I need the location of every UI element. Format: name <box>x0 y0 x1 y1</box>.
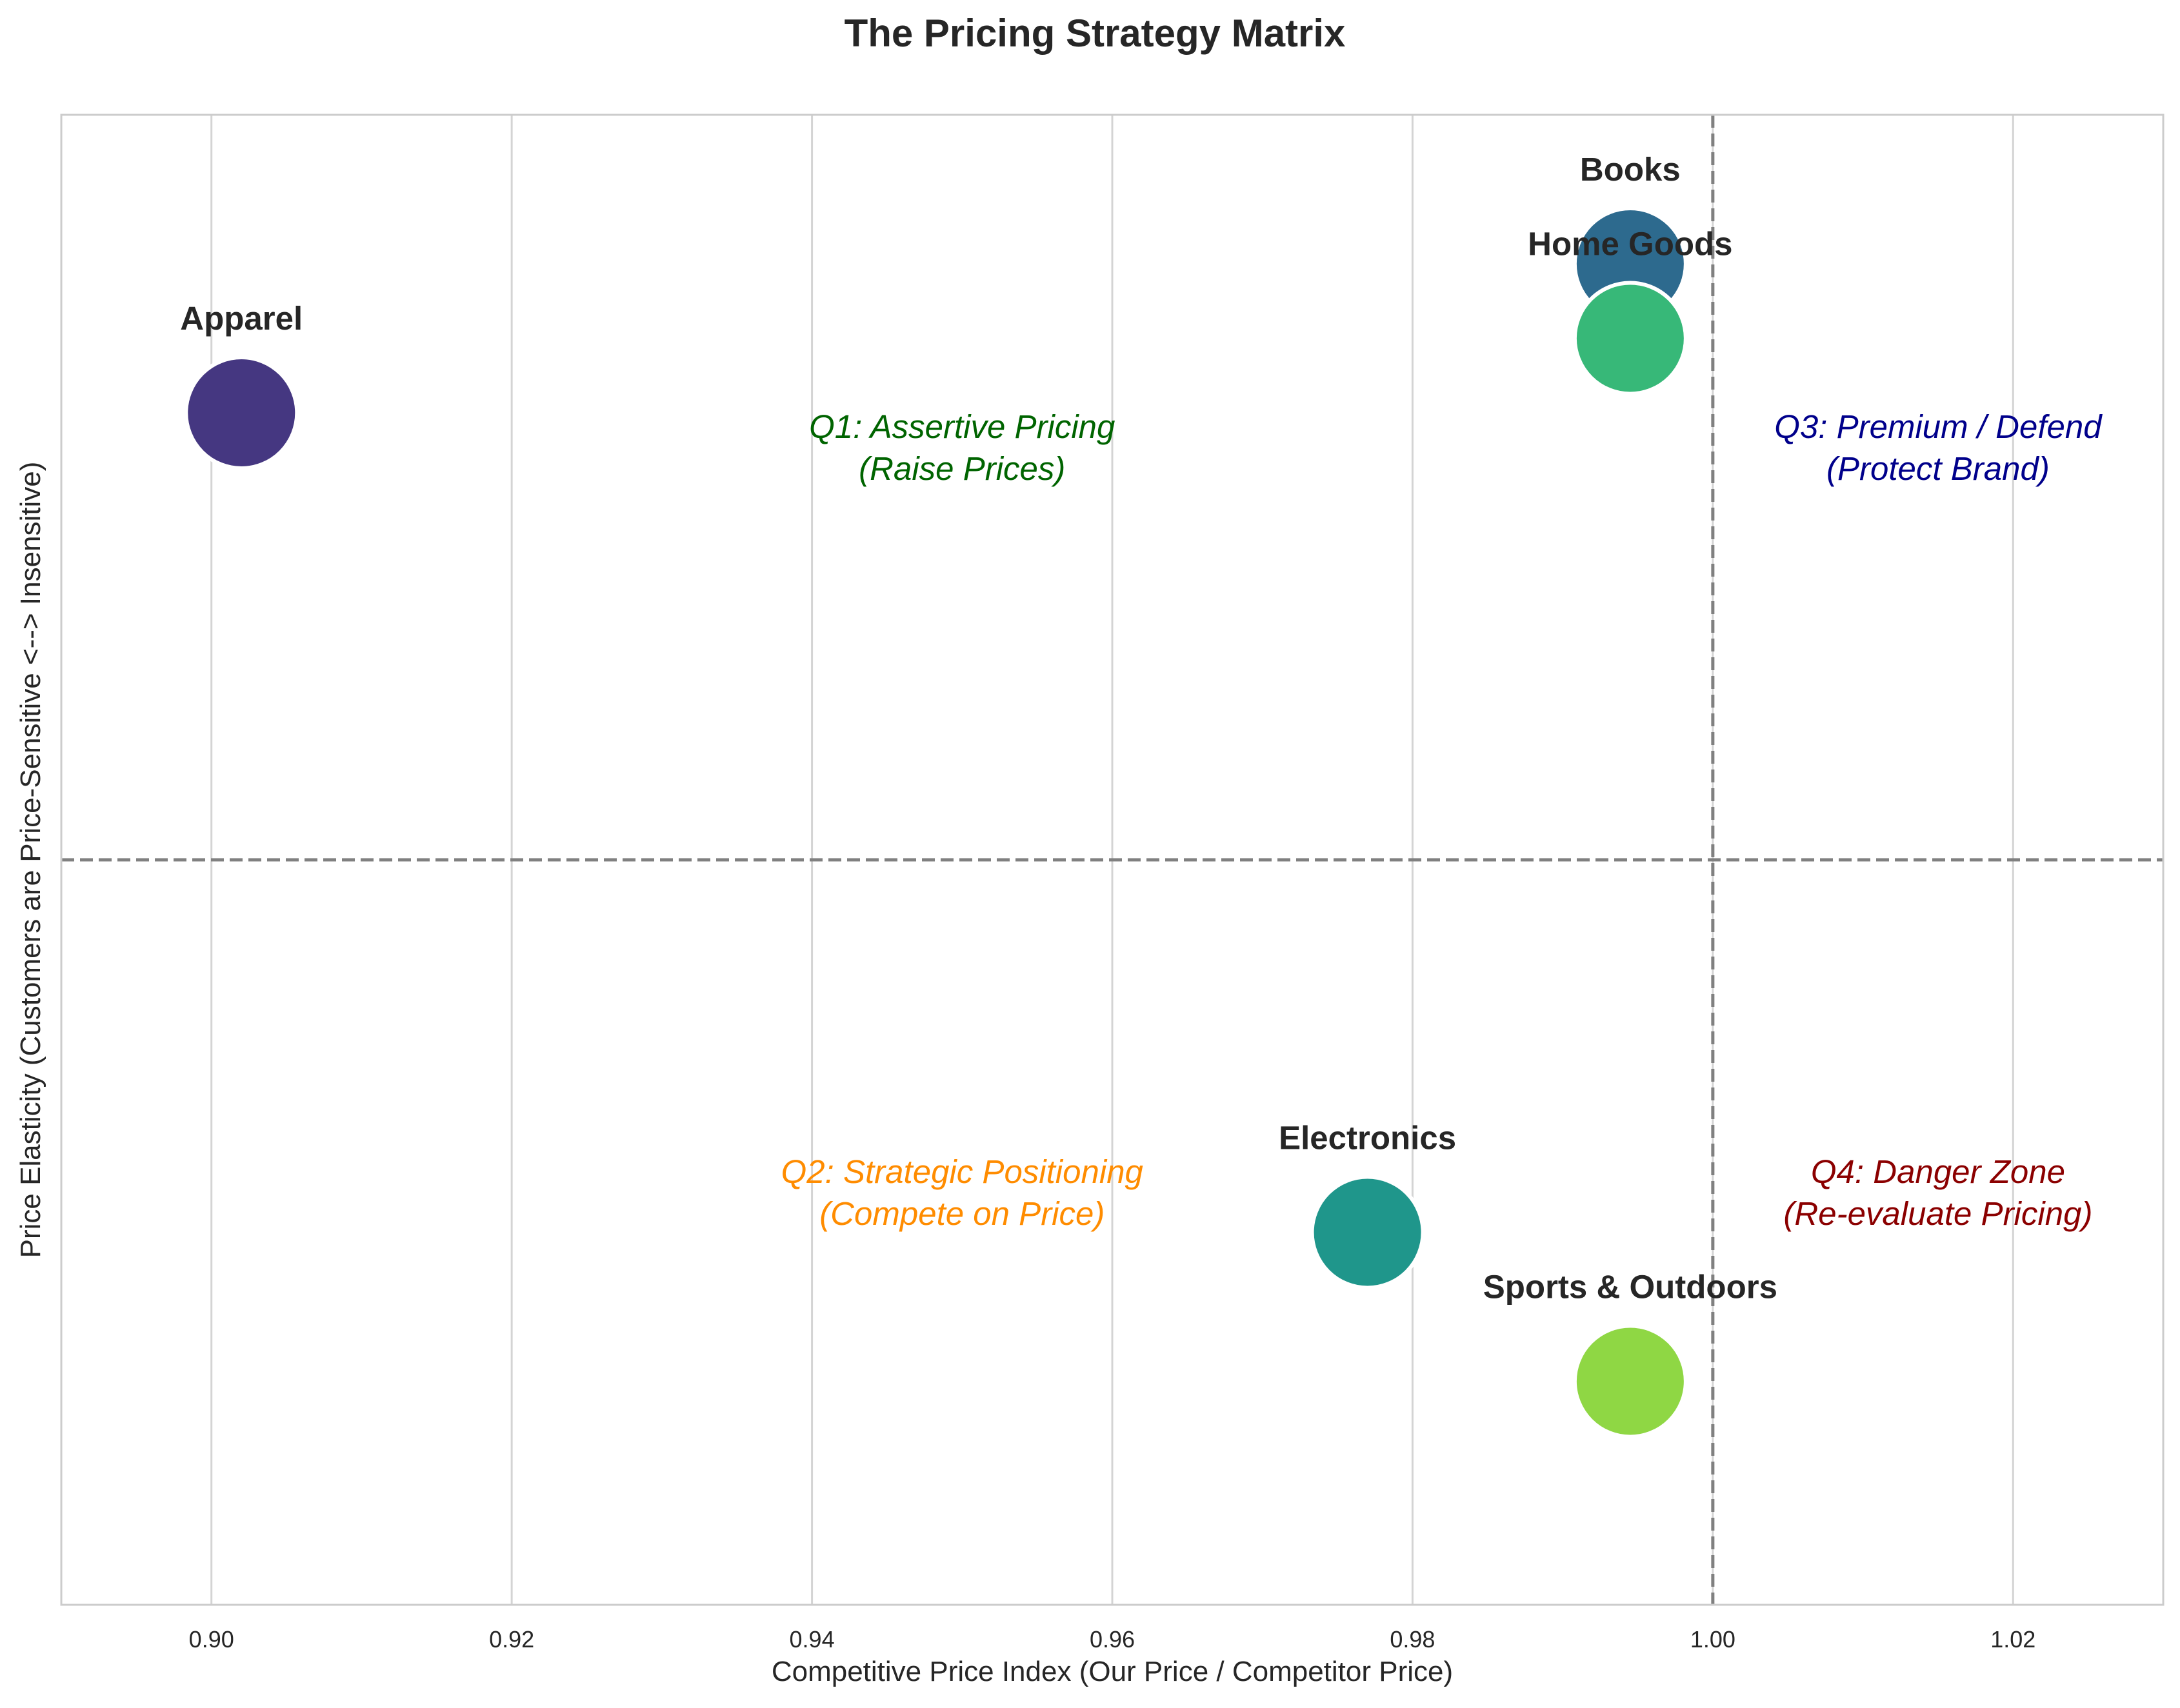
x-axis-label: Competitive Price Index (Our Price / Com… <box>772 1656 1453 1687</box>
data-point <box>1572 281 1688 396</box>
quadrant-q2-subtitle: (Compete on Price) <box>819 1195 1105 1232</box>
data-point-label: Apparel <box>180 300 303 337</box>
quadrant-q1-subtitle: (Raise Prices) <box>859 450 1065 487</box>
data-point-label: Books <box>1580 151 1681 188</box>
x-tick-label: 0.96 <box>1090 1626 1135 1653</box>
data-point <box>1572 1324 1688 1439</box>
reference-lines <box>61 115 2163 1605</box>
plot-frame <box>60 114 2165 1606</box>
point-labels: Apparel Books Home Goods Electronics Sports … <box>180 151 1777 1306</box>
x-tick-label: 0.94 <box>790 1626 835 1653</box>
chart-title: The Pricing Strategy Matrix <box>845 12 1346 55</box>
quadrant-q4-subtitle: (Re-evaluate Pricing) <box>1783 1195 2092 1232</box>
quadrant-q4-title: Q4: Danger Zone <box>1811 1153 2065 1190</box>
x-tick-label: 0.90 <box>189 1626 234 1653</box>
x-tick-label: 1.00 <box>1690 1626 1735 1653</box>
data-points <box>184 206 1688 1439</box>
x-tick-labels: 0.90 0.92 0.94 0.96 0.98 1.00 1.02 <box>189 1626 2036 1653</box>
quadrant-q2-title: Q2: Strategic Positioning <box>781 1153 1143 1190</box>
data-point-label: Home Goods <box>1528 226 1732 263</box>
quadrant-q3-title: Q3: Premium / Defend <box>1774 408 2103 445</box>
data-point <box>184 355 299 470</box>
quadrant-labels: Q1: Assertive Pricing (Raise Prices) Q2: S… <box>781 408 2103 1232</box>
x-tick-label: 1.02 <box>1990 1626 2035 1653</box>
quadrant-q1-title: Q1: Assertive Pricing <box>809 408 1115 445</box>
data-point-label: Electronics <box>1279 1120 1456 1157</box>
quadrant-q3-subtitle: (Protect Brand) <box>1826 450 2050 487</box>
y-axis-label: Price Elasticity (Customers are Price-Se… <box>15 462 46 1258</box>
x-tick-label: 0.92 <box>489 1626 534 1653</box>
data-point <box>1310 1175 1425 1290</box>
data-point-label: Sports & Outdoors <box>1483 1269 1777 1306</box>
x-tick-label: 0.98 <box>1390 1626 1435 1653</box>
